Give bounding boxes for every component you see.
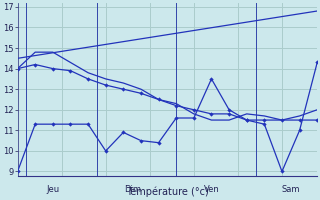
Text: Sam: Sam: [282, 185, 300, 194]
Text: Dim: Dim: [124, 185, 141, 194]
X-axis label: Température (°c): Température (°c): [126, 187, 209, 197]
Text: Ven: Ven: [204, 185, 219, 194]
Text: Jeu: Jeu: [46, 185, 60, 194]
